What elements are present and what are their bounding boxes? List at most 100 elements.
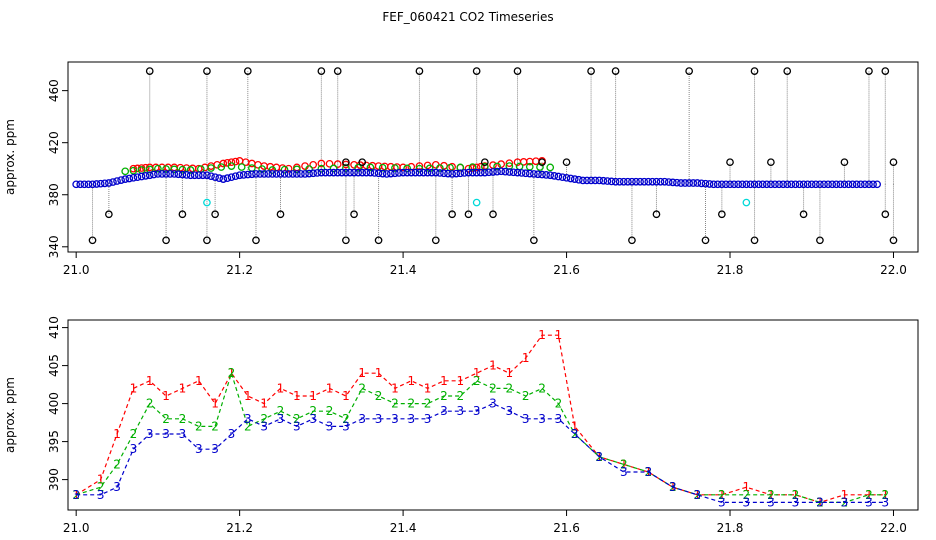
- series-label-3: 3: [97, 488, 105, 502]
- data-point-2: [493, 162, 501, 171]
- flagged-point: [750, 236, 759, 245]
- data-point-3: [313, 169, 322, 177]
- series-label-3: 3: [595, 450, 603, 464]
- series-label-2: 2: [146, 397, 154, 411]
- data-point-3: [861, 180, 869, 189]
- data-point-3: [828, 180, 837, 189]
- series-line-3: [76, 402, 886, 503]
- y-tick-label: 390: [47, 468, 61, 491]
- data-point-3: [297, 170, 305, 178]
- data-point-3: [771, 180, 779, 189]
- data-point-2: [129, 166, 138, 175]
- series-label-1: 1: [358, 366, 366, 380]
- data-point-3: [787, 180, 796, 189]
- data-point-1: [325, 159, 334, 168]
- data-point-3: [96, 179, 105, 188]
- series-label-2: 2: [424, 397, 432, 411]
- cyan-point: [203, 198, 211, 207]
- data-point-2: [178, 165, 187, 174]
- data-point-3: [100, 179, 109, 188]
- data-point-1: [231, 157, 240, 166]
- data-point-3: [436, 169, 444, 177]
- data-point-3: [84, 180, 93, 189]
- flagged-point: [816, 236, 824, 245]
- data-point-3: [468, 168, 477, 177]
- data-point-3: [538, 170, 546, 179]
- data-point-3: [374, 169, 383, 178]
- flagged-point: [513, 67, 522, 75]
- data-point-1: [333, 160, 342, 169]
- data-point-3: [795, 180, 804, 189]
- data-point-2: [366, 163, 375, 172]
- data-point-3: [644, 177, 653, 186]
- data-point-3: [685, 179, 694, 187]
- data-point-3: [80, 180, 89, 189]
- data-point-1: [497, 160, 506, 169]
- data-point-3: [76, 180, 85, 189]
- data-point-3: [628, 177, 636, 186]
- flagged-point: [105, 210, 113, 219]
- data-point-3: [697, 179, 706, 188]
- series-label-2: 2: [228, 366, 236, 380]
- data-point-3: [820, 180, 828, 189]
- y-tick-label: 400: [47, 392, 61, 415]
- series-label-2: 2: [260, 412, 268, 426]
- data-point-3: [542, 171, 550, 179]
- series-label-2: 2: [792, 488, 800, 502]
- data-point-3: [611, 177, 620, 186]
- data-point-1: [284, 164, 293, 173]
- data-point-3: [399, 168, 407, 177]
- data-point-3: [824, 180, 832, 189]
- data-point-3: [493, 167, 501, 176]
- data-point-3: [726, 180, 734, 189]
- data-point-3: [762, 180, 771, 189]
- y-tick-label: 420: [47, 131, 61, 154]
- flagged-point: [701, 236, 710, 245]
- bottom-panel: 21.0 21.2 21.4 21.6 21.8 22.0 390 395 400 405 410 a…: [3, 316, 919, 535]
- flagged-point: [178, 210, 187, 219]
- series-label-3: 3: [260, 419, 268, 433]
- flagged-point: [726, 158, 734, 167]
- flagged-point: [840, 158, 849, 167]
- series-label-2: 2: [456, 389, 464, 403]
- data-point-3: [546, 171, 555, 180]
- data-point-1: [386, 162, 395, 171]
- series-label-1: 1: [244, 389, 252, 403]
- data-point-3: [485, 168, 493, 177]
- data-point-3: [476, 168, 485, 177]
- data-point-2: [154, 164, 162, 173]
- data-point-3: [456, 169, 465, 178]
- flagged-point: [881, 67, 890, 75]
- data-point-3: [460, 169, 469, 177]
- flagged-point: [530, 236, 538, 245]
- data-point-1: [399, 163, 407, 172]
- data-point-3: [162, 170, 170, 178]
- flagged-point: [652, 210, 661, 219]
- series-label-3: 3: [881, 495, 889, 509]
- series-label-3: 3: [489, 397, 497, 411]
- data-point-3: [583, 176, 591, 185]
- data-point-3: [370, 169, 379, 177]
- data-point-3: [362, 168, 371, 177]
- data-point-3: [562, 173, 571, 182]
- data-point-1: [201, 163, 209, 172]
- data-point-3: [166, 170, 175, 178]
- data-point-1: [374, 162, 383, 170]
- data-point-2: [280, 165, 289, 174]
- data-point-2: [425, 164, 434, 173]
- data-point-2: [227, 162, 236, 170]
- flagged-point: [358, 158, 367, 167]
- flagged-point: [472, 67, 481, 75]
- series-label-3: 3: [146, 427, 154, 441]
- data-point-3: [354, 168, 362, 177]
- data-point-3: [264, 170, 273, 178]
- series-label-2: 2: [162, 412, 170, 426]
- data-point-3: [701, 179, 710, 188]
- data-point-3: [832, 180, 841, 189]
- data-point-2: [546, 163, 555, 172]
- series-label-3: 3: [130, 442, 138, 456]
- data-point-2: [207, 164, 215, 172]
- series-label-3: 3: [865, 495, 873, 509]
- data-point-3: [660, 177, 669, 186]
- series-label-1: 1: [195, 374, 203, 388]
